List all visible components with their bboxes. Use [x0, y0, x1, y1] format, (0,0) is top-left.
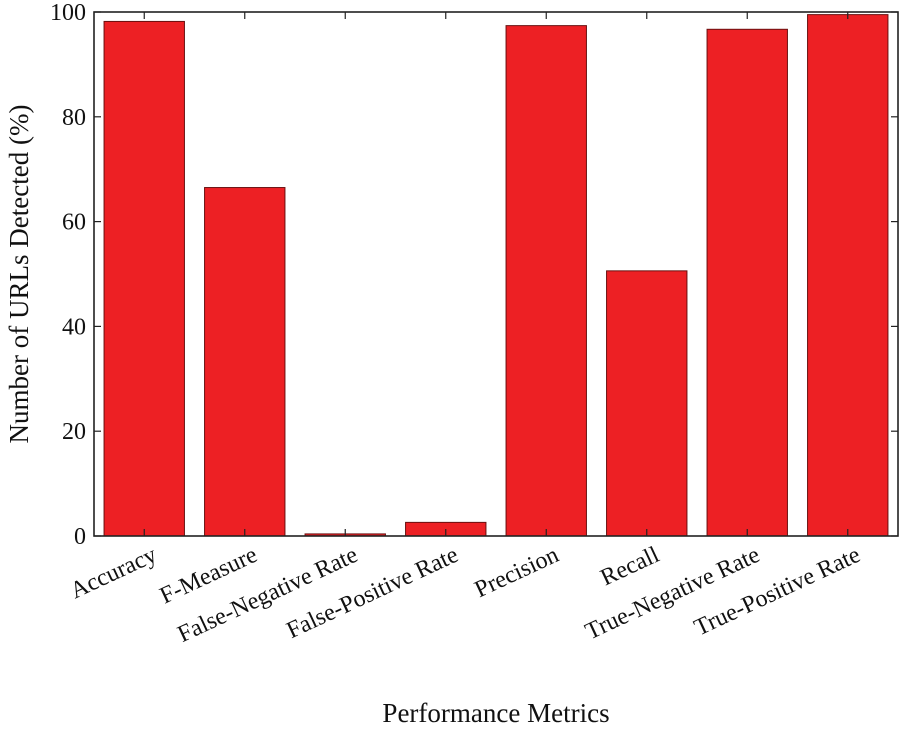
bar-recall [606, 270, 688, 537]
x-tick-label: True-Positive Rate [690, 542, 864, 642]
bar-true-positive-rate [807, 14, 889, 537]
y-tick-label: 40 [62, 314, 86, 340]
y-tick-label: 100 [50, 0, 86, 26]
y-tick-label: 80 [62, 105, 86, 131]
bar-f-measure [204, 187, 286, 537]
x-tick-label: Recall [597, 542, 664, 592]
x-tick-label: False-Positive Rate [283, 542, 463, 644]
bar-precision [505, 25, 587, 537]
x-tick-label: False-Negative Rate [174, 542, 362, 648]
y-axis: 0 20 40 60 80 100 [50, 0, 898, 550]
bars-group [103, 14, 889, 537]
bar-true-negative-rate [706, 28, 788, 537]
x-tick-label: Precision [471, 542, 563, 603]
x-tick-label: Accuracy [66, 542, 160, 604]
y-tick-label: 60 [62, 210, 86, 236]
x-axis-title: Performance Metrics [382, 698, 609, 728]
y-tick-label: 0 [74, 524, 86, 550]
y-axis-title: Number of URLs Detected (%) [4, 105, 34, 444]
plot-frame [93, 11, 899, 537]
bar-accuracy [103, 20, 185, 537]
x-tick-label: True-Negative Rate [581, 542, 763, 645]
y-tick-label: 20 [62, 419, 86, 445]
